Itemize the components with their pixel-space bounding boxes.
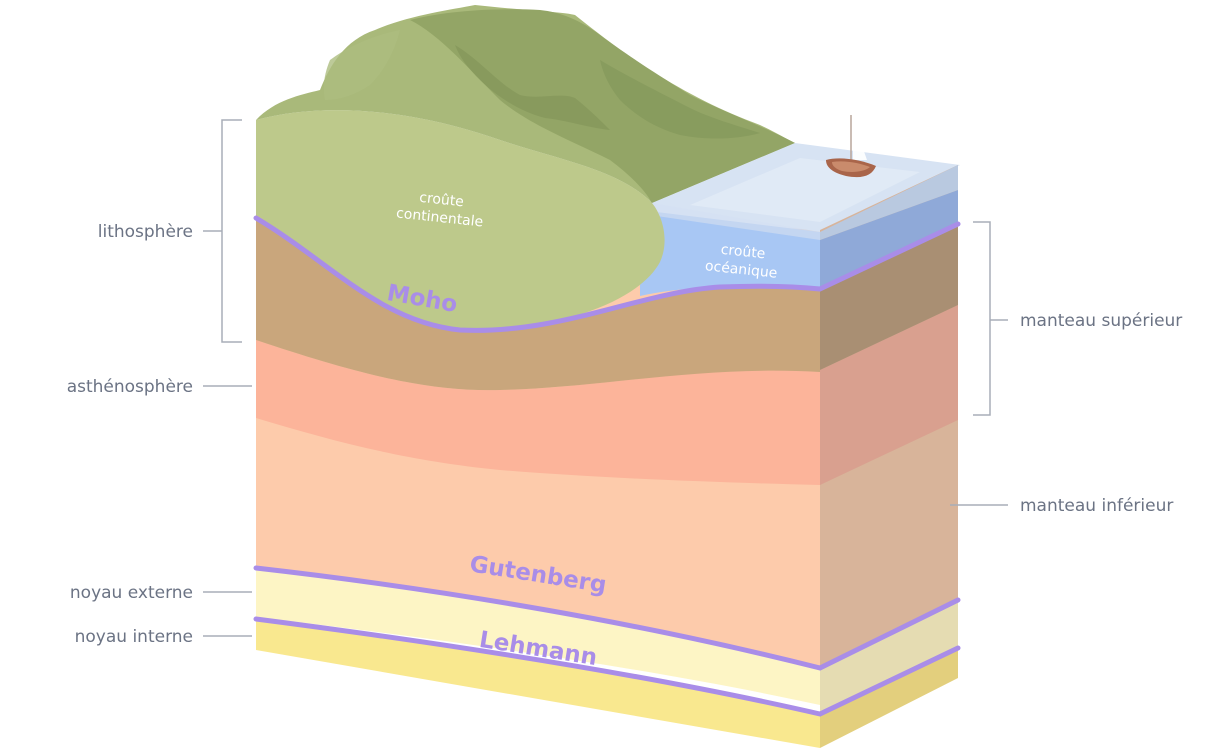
lithosphere-bracket <box>222 120 242 342</box>
boat-icon <box>826 115 876 177</box>
upper-mantle-bracket <box>973 222 990 415</box>
inner-core-label: noyau interne <box>75 627 193 647</box>
lower-mantle-label: manteau inférieur <box>1020 496 1173 516</box>
upper-mantle-label: manteau supérieur <box>1020 311 1182 331</box>
asthenosphere-label: asthénosphère <box>67 377 193 397</box>
lithosphere-label: lithosphère <box>98 222 193 242</box>
outer-core-label: noyau externe <box>70 583 193 603</box>
